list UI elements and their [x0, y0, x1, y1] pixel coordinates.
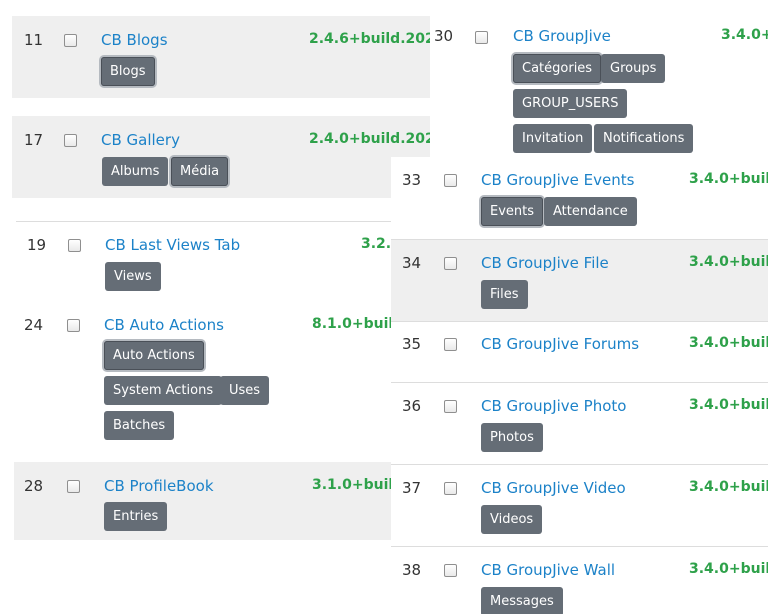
row-checkbox[interactable] — [68, 239, 81, 252]
plugin-title-link[interactable]: CB GroupJive File — [481, 254, 609, 272]
tag-photos[interactable]: Photos — [481, 423, 543, 452]
tag-videos[interactable]: Videos — [481, 505, 543, 534]
plugin-title-link[interactable]: CB GroupJive — [513, 27, 611, 45]
plugin-row-cb-groupjive-video: 37 CB GroupJive Video 3.4.0+buil Videos — [391, 464, 768, 546]
plugin-title-link[interactable]: CB GroupJive Events — [481, 171, 635, 189]
row-checkbox[interactable] — [67, 319, 80, 332]
tag-group-users[interactable]: GROUP_USERS — [513, 89, 628, 118]
plugin-row-cb-groupjive-forums: 35 CB GroupJive Forums 3.4.0+buil — [391, 321, 768, 382]
row-id: 24 — [24, 316, 44, 334]
row-checkbox[interactable] — [444, 400, 457, 413]
row-checkbox[interactable] — [444, 482, 457, 495]
tag-system-actions[interactable]: System Actions — [104, 376, 223, 405]
plugin-version: 8.1.0+buil — [312, 316, 394, 332]
plugin-row-cb-profilebook: 28 CB ProfileBook 3.1.0+buil Entries — [14, 462, 430, 540]
tag-messages[interactable]: Messages — [481, 587, 563, 614]
row-checkbox[interactable] — [475, 31, 488, 44]
left-plugin-panel: 11 CB Blogs 2.4.6+build.202 Blogs 17 CB … — [12, 16, 430, 540]
row-id: 19 — [27, 236, 47, 254]
tag-attendance[interactable]: Attendance — [544, 197, 637, 226]
plugin-title-link[interactable]: CB GroupJive Wall — [481, 561, 616, 579]
plugin-row-cb-last-views-tab: 19 CB Last Views Tab 3.2. Views — [16, 221, 430, 300]
plugin-version: 3.4.0+buil — [689, 335, 768, 351]
row-id: 30 — [434, 27, 454, 45]
tag-media[interactable]: Média — [171, 157, 229, 186]
plugin-row-cb-groupjive-file: 34 CB GroupJive File 3.4.0+buil Files — [391, 239, 768, 321]
right-top-panel: 30 CB GroupJive 3.4.0+ Catégories Groups… — [430, 14, 768, 158]
row-id: 37 — [402, 479, 422, 497]
tag-uses[interactable]: Uses — [220, 376, 270, 405]
row-checkbox[interactable] — [444, 174, 457, 187]
row-id: 33 — [402, 171, 422, 189]
tag-views[interactable]: Views — [105, 262, 161, 291]
row-checkbox[interactable] — [444, 338, 457, 351]
tag-albums[interactable]: Albums — [102, 157, 169, 186]
plugin-title-link[interactable]: CB Last Views Tab — [105, 236, 241, 254]
tag-files[interactable]: Files — [481, 280, 528, 309]
row-checkbox[interactable] — [64, 34, 77, 47]
row-id: 35 — [402, 335, 422, 353]
plugin-row-cb-gallery: 17 CB Gallery 2.4.0+build.202 Albums Méd… — [12, 116, 430, 198]
plugin-row-cb-auto-actions: 24 CB Auto Actions 8.1.0+buil Auto Actio… — [12, 300, 430, 454]
row-id: 11 — [24, 31, 44, 49]
plugin-version: 2.4.0+build.202 — [309, 131, 430, 147]
plugin-row-cb-groupjive-photo: 36 CB GroupJive Photo 3.4.0+buil Photos — [391, 382, 768, 464]
row-checkbox[interactable] — [444, 564, 457, 577]
plugin-title-link[interactable]: CB GroupJive Forums — [481, 335, 640, 353]
row-id: 34 — [402, 254, 422, 272]
row-checkbox[interactable] — [67, 480, 80, 493]
tag-batches[interactable]: Batches — [104, 411, 175, 440]
row-checkbox[interactable] — [444, 257, 457, 270]
plugin-version: 3.4.0+buil — [689, 561, 768, 577]
plugin-version: 3.2. — [361, 236, 392, 252]
tag-notifications[interactable]: Notifications — [594, 124, 694, 153]
plugin-version: 3.4.0+ — [721, 27, 768, 43]
tag-categories[interactable]: Catégories — [513, 54, 602, 83]
row-id: 28 — [24, 477, 44, 495]
tag-groups[interactable]: Groups — [601, 54, 666, 83]
plugin-version: 2.4.6+build.202 — [309, 31, 430, 47]
plugin-title-link[interactable]: CB GroupJive Video — [481, 479, 626, 497]
plugin-title-link[interactable]: CB GroupJive Photo — [481, 397, 627, 415]
tag-blogs[interactable]: Blogs — [101, 57, 155, 86]
row-checkbox[interactable] — [64, 134, 77, 147]
row-id: 17 — [24, 131, 44, 149]
plugin-row-cb-blogs: 11 CB Blogs 2.4.6+build.202 Blogs — [12, 16, 430, 98]
plugin-title-link[interactable]: CB Auto Actions — [104, 316, 224, 334]
plugin-version: 3.4.0+buil — [689, 171, 768, 187]
plugin-row-cb-groupjive-wall: 38 CB GroupJive Wall 3.4.0+buil Messages — [391, 546, 768, 614]
row-id: 36 — [402, 397, 422, 415]
plugin-version: 3.1.0+buil — [312, 477, 394, 493]
right-plugin-panel: 33 CB GroupJive Events 3.4.0+buil Events… — [391, 157, 768, 614]
plugin-title-link[interactable]: CB ProfileBook — [104, 477, 214, 495]
plugin-title-link[interactable]: CB Gallery — [101, 131, 180, 149]
tag-invitation[interactable]: Invitation — [513, 124, 593, 153]
plugin-version: 3.4.0+buil — [689, 397, 768, 413]
plugin-version: 3.4.0+buil — [689, 479, 768, 495]
tag-events[interactable]: Events — [481, 197, 544, 226]
tag-entries[interactable]: Entries — [104, 502, 168, 531]
row-id: 38 — [402, 561, 422, 579]
tag-auto-actions[interactable]: Auto Actions — [104, 341, 204, 370]
plugin-version: 3.4.0+buil — [689, 254, 768, 270]
plugin-row-cb-groupjive-events: 33 CB GroupJive Events 3.4.0+buil Events… — [391, 157, 768, 238]
plugin-title-link[interactable]: CB Blogs — [101, 31, 168, 49]
